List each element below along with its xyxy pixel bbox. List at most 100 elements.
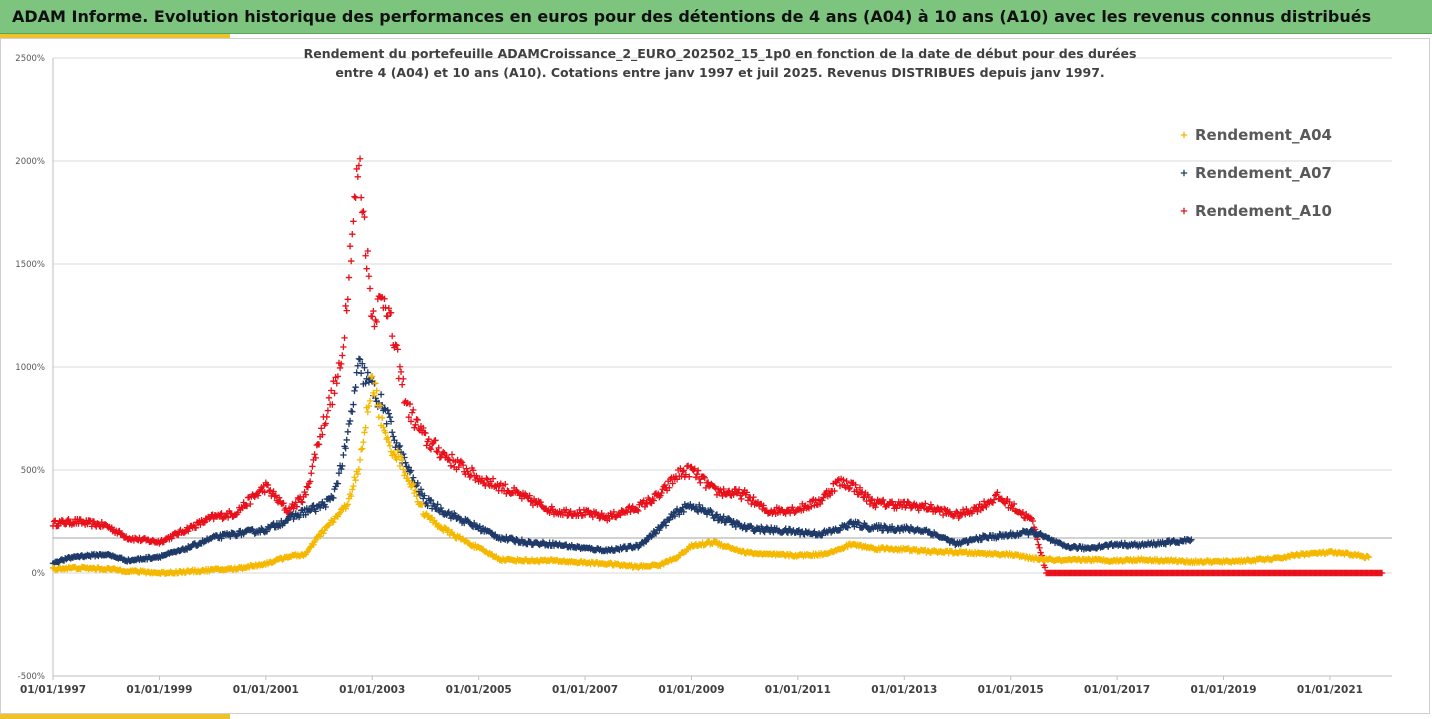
data-point-rendement-a10	[324, 407, 332, 414]
data-point-rendement-a04	[330, 518, 337, 526]
data-point-rendement-a07	[339, 462, 346, 470]
data-point-rendement-a07	[263, 528, 271, 535]
data-point-rendement-a10	[537, 498, 544, 506]
chart-title-line-1: Rendement du portefeuille ADAMCroissance…	[303, 46, 1137, 61]
data-point-rendement-a07	[882, 523, 889, 530]
data-point-rendement-a10	[816, 500, 824, 508]
data-point-rendement-a10	[1035, 541, 1042, 548]
x-tick-label: 01/01/2017	[1084, 684, 1150, 696]
data-point-rendement-a07	[356, 356, 364, 363]
data-point-rendement-a10	[720, 485, 727, 493]
data-point-rendement-a10	[365, 273, 373, 280]
data-point-rendement-a10	[598, 510, 605, 517]
data-point-rendement-a10	[939, 511, 947, 519]
data-point-rendement-a04	[382, 429, 389, 436]
data-point-rendement-a10	[858, 488, 866, 496]
data-point-rendement-a10	[175, 531, 182, 539]
data-point-rendement-a10	[396, 363, 404, 370]
data-point-rendement-a07	[713, 511, 721, 518]
data-point-rendement-a10	[336, 364, 344, 372]
data-point-rendement-a10	[820, 494, 827, 501]
data-point-rendement-a10	[432, 437, 439, 444]
data-point-rendement-a10	[701, 474, 708, 482]
data-point-rendement-a10	[318, 425, 325, 432]
data-point-rendement-a07	[381, 405, 388, 412]
data-point-rendement-a10	[302, 491, 309, 498]
data-point-rendement-a04	[321, 527, 328, 534]
data-point-rendement-a10	[852, 481, 859, 488]
data-point-rendement-a07	[978, 536, 986, 543]
data-point-rendement-a10	[527, 498, 534, 505]
data-point-rendement-a07	[402, 459, 409, 466]
x-tick-label: 01/01/2009	[658, 684, 724, 696]
data-point-rendement-a10	[366, 285, 374, 292]
data-point-rendement-a10	[361, 213, 368, 221]
data-point-rendement-a04	[361, 429, 368, 436]
data-point-rendement-a10	[339, 352, 346, 359]
y-tick-label: 1000%	[15, 363, 45, 373]
data-point-rendement-a10	[435, 444, 442, 452]
data-point-rendement-a04	[306, 544, 314, 551]
data-point-rendement-a07	[673, 505, 681, 513]
data-point-rendement-a10	[400, 375, 407, 383]
data-point-rendement-a10	[329, 401, 336, 408]
title-banner: ADAM Informe. Evolution historique des p…	[0, 0, 1432, 34]
data-point-rendement-a04	[398, 457, 406, 464]
data-point-rendement-a07	[725, 515, 733, 522]
data-point-rendement-a10	[168, 535, 175, 542]
data-point-rendement-a04	[356, 456, 364, 464]
data-point-rendement-a10	[643, 500, 651, 508]
data-point-rendement-a04	[386, 442, 394, 450]
data-point-rendement-a07	[858, 524, 866, 532]
data-point-rendement-a04	[412, 487, 419, 494]
data-point-rendement-a10	[682, 471, 690, 478]
data-point-rendement-a10	[357, 194, 365, 201]
data-point-rendement-a07	[340, 451, 347, 459]
data-point-rendement-a10	[856, 484, 864, 491]
x-tick-label: 01/01/2005	[446, 684, 512, 696]
data-point-rendement-a10	[55, 522, 62, 529]
data-point-rendement-a04	[1364, 552, 1371, 560]
data-point-rendement-a10	[658, 489, 665, 497]
data-point-rendement-a07	[350, 401, 357, 408]
data-point-rendement-a10	[868, 495, 876, 503]
data-point-rendement-a07	[342, 445, 349, 452]
data-point-rendement-a07	[306, 507, 314, 515]
x-tick-label: 01/01/2021	[1297, 684, 1363, 696]
data-point-rendement-a07	[676, 511, 683, 518]
data-point-rendement-a10	[954, 509, 961, 516]
data-point-rendement-a04	[364, 408, 371, 416]
x-tick-label: 01/01/2019	[1190, 684, 1256, 696]
data-point-rendement-a07	[385, 410, 393, 417]
data-point-rendement-a10	[469, 467, 477, 474]
data-point-rendement-a10	[407, 418, 415, 425]
data-point-rendement-a10	[410, 406, 417, 414]
data-point-rendement-a10	[425, 435, 432, 443]
data-point-rendement-a10	[309, 463, 316, 470]
data-point-rendement-a07	[513, 536, 520, 543]
chart-title: Rendement du portefeuille ADAMCroissance…	[200, 44, 1240, 82]
data-point-rendement-a10	[989, 499, 997, 506]
data-point-rendement-a07	[417, 486, 425, 493]
data-point-rendement-a10	[915, 507, 922, 514]
data-point-rendement-a10	[323, 413, 330, 421]
data-point-rendement-a10	[243, 502, 251, 510]
data-point-rendement-a10	[58, 517, 66, 524]
x-tick-label: 01/01/1999	[126, 684, 192, 696]
data-point-rendement-a07	[359, 360, 366, 367]
data-point-rendement-a07	[352, 383, 359, 391]
data-point-rendement-a10	[865, 493, 873, 501]
data-point-rendement-a07	[354, 362, 362, 369]
x-tick-label: 01/01/2013	[871, 684, 937, 696]
data-point-rendement-a04	[376, 402, 384, 409]
data-point-rendement-a07	[396, 442, 404, 450]
data-point-rendement-a04	[391, 451, 398, 458]
data-point-rendement-a10	[315, 441, 323, 448]
data-point-rendement-a10	[373, 318, 380, 326]
data-point-rendement-a10	[319, 431, 326, 438]
data-point-rendement-a10	[548, 503, 555, 510]
data-point-rendement-a10	[344, 296, 352, 303]
chart-title-line-2: entre 4 (A04) et 10 ans (A10). Cotations…	[335, 65, 1105, 80]
data-point-rendement-a04	[410, 480, 417, 488]
data-point-rendement-a04	[844, 543, 851, 551]
